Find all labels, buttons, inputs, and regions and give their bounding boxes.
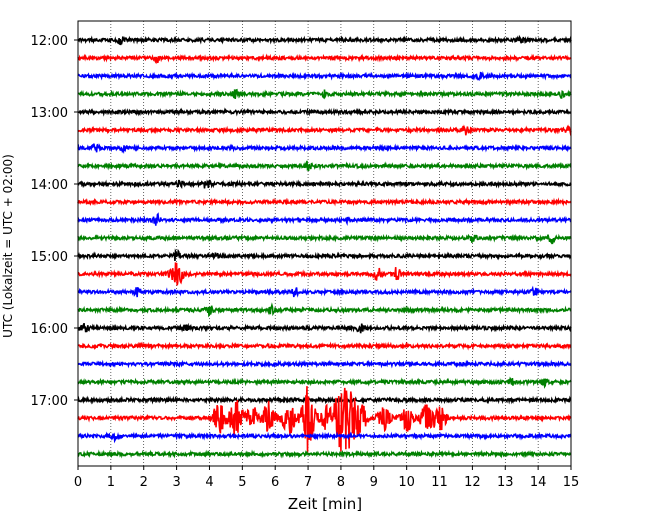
- y-tick-label: 14:00: [31, 178, 68, 193]
- x-tick-label: 4: [205, 475, 213, 490]
- x-tick-label: 12: [464, 475, 481, 490]
- trace-1715: [77, 386, 572, 453]
- trace-1430: [77, 212, 572, 226]
- trace-1615: [77, 341, 572, 351]
- x-tick-label: 10: [398, 475, 415, 490]
- trace-1345: [77, 160, 572, 172]
- y-tick-label: 13:00: [31, 106, 68, 121]
- y-tick-label: 12:00: [31, 34, 68, 49]
- trace-1730: [77, 431, 572, 444]
- y-axis-title: UTC (Lokalzeit = UTC + 02:00): [1, 154, 15, 338]
- trace-1400: [77, 179, 572, 189]
- grid-lines: [110, 21, 539, 466]
- trace-1330: [77, 143, 572, 155]
- trace-1200: [77, 34, 572, 46]
- trace-1630: [77, 359, 572, 369]
- x-tick-label: 11: [431, 475, 448, 490]
- trace-1645: [77, 376, 572, 389]
- x-tick-label: 2: [140, 475, 148, 490]
- y-tick-label: 16:00: [31, 322, 68, 337]
- trace-1545: [77, 302, 572, 318]
- trace-1700: [77, 395, 572, 405]
- trace-1245: [77, 88, 572, 100]
- x-axis-title: Zeit [min]: [288, 495, 362, 513]
- trace-1530: [77, 285, 572, 298]
- x-tick-label: 13: [497, 475, 514, 490]
- x-tick-label: 7: [304, 475, 312, 490]
- trace-1500: [77, 248, 572, 262]
- x-tick-label: 5: [238, 475, 246, 490]
- x-tick-label: 3: [172, 475, 180, 490]
- seismogram-traces: [77, 34, 572, 459]
- plot-frame: [77, 20, 572, 467]
- y-axis-ticks: 12:00 13:00 14:00 15:00 16:00 17:00: [31, 34, 78, 409]
- trace-1745: [77, 449, 572, 459]
- trace-1315: [77, 124, 572, 136]
- trace-1415: [77, 197, 572, 207]
- trace-1600: [77, 322, 572, 334]
- x-tick-label: 6: [271, 475, 279, 490]
- x-axis-ticks: 0 1 2 3 4 5 6 7 8 9 10 11 12 13 14 15: [74, 466, 579, 490]
- trace-1515: [77, 262, 572, 286]
- x-tick-label: 14: [530, 475, 547, 490]
- trace-1215: [77, 53, 572, 65]
- y-tick-label: 15:00: [31, 250, 68, 265]
- y-tick-label: 17:00: [31, 394, 68, 409]
- trace-1445: [77, 233, 572, 245]
- x-tick-label: 9: [370, 475, 378, 490]
- trace-1300: [77, 107, 572, 117]
- x-tick-label: 15: [563, 475, 580, 490]
- x-tick-label: 0: [74, 475, 82, 490]
- x-tick-label: 1: [107, 475, 115, 490]
- x-tick-label: 8: [337, 475, 345, 490]
- trace-1230: [77, 71, 572, 82]
